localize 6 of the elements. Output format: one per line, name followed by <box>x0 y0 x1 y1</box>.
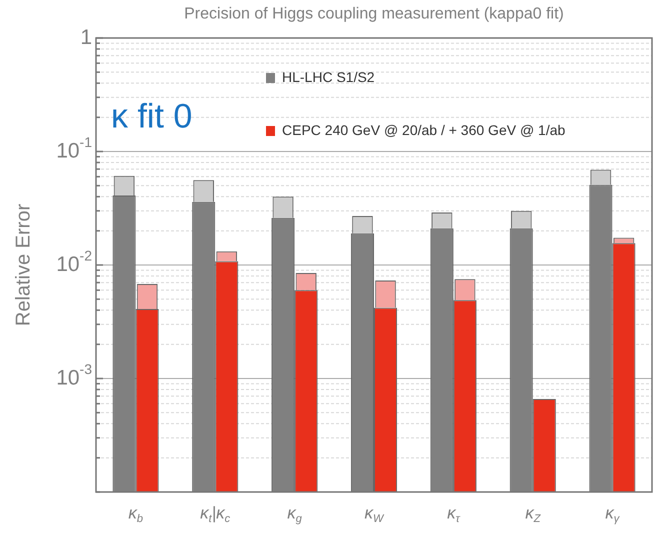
legend-label: HL-LHC S1/S2 <box>282 68 375 85</box>
legend-label: CEPC 240 GeV @ 20/ab / + 360 GeV @ 1/ab <box>282 122 566 138</box>
y-tick-label: 1 <box>80 26 92 49</box>
y-axis-title: Relative Error <box>12 204 35 326</box>
chart-title: Precision of Higgs coupling measurement (kappa0 fit) <box>184 5 564 22</box>
annotation: κ fit 0 <box>111 97 192 136</box>
